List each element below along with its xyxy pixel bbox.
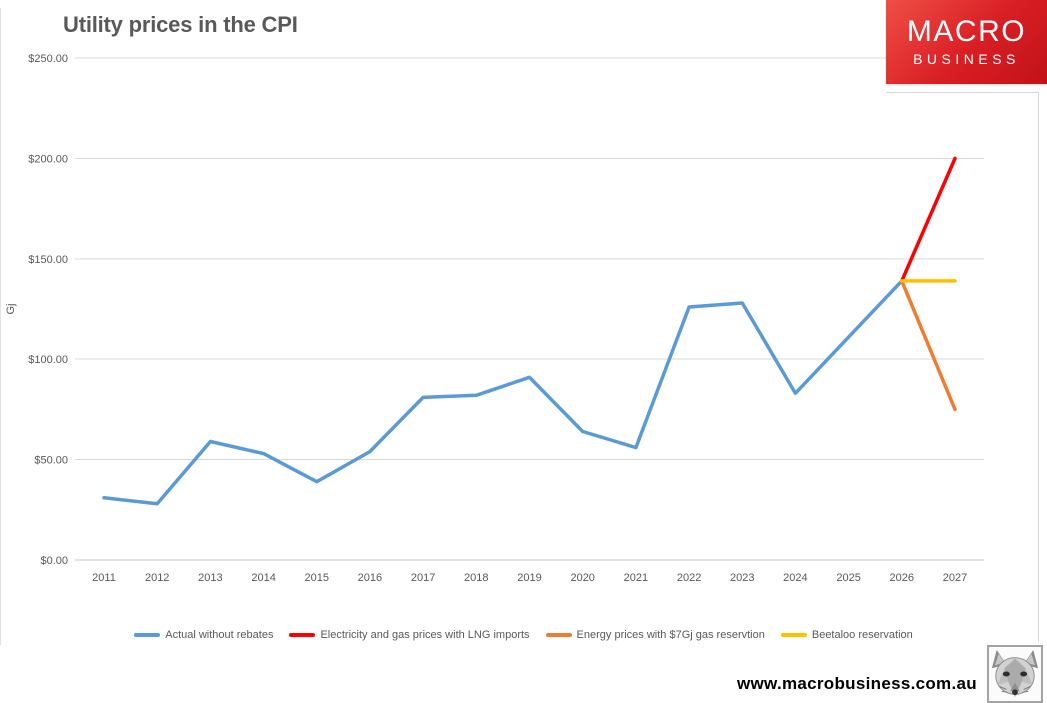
legend-label: Electricity and gas prices with LNG impo…	[320, 629, 530, 641]
chart-right-border	[1038, 92, 1039, 642]
legend-item-2: Electricity and gas prices with LNG impo…	[289, 629, 530, 641]
legend-item-4: Beetaloo reservation	[780, 629, 913, 641]
x-tick-label: 2014	[251, 572, 275, 584]
legend-swatch	[780, 633, 807, 637]
x-tick-label: 2023	[730, 572, 754, 584]
legend-swatch	[545, 633, 572, 637]
legend-item-1: Actual without rebates	[134, 629, 273, 641]
y-tick-label: $250.00	[28, 53, 68, 65]
chart-left-border	[0, 8, 1, 645]
x-tick-label: 2021	[624, 572, 648, 584]
website-url: www.macrobusiness.com.au	[737, 674, 977, 693]
x-tick-label: 2012	[145, 572, 169, 584]
logo-text-business: BUSINESS	[913, 51, 1020, 67]
legend-item-3: Energy prices with $7Gj gas reservtion	[545, 629, 765, 641]
x-tick-label: 2017	[411, 572, 435, 584]
x-tick-label: 2018	[464, 572, 488, 584]
x-tick-label: 2013	[198, 572, 222, 584]
chart-title: Utility prices in the CPI	[63, 12, 298, 37]
fox-icon	[991, 649, 1039, 698]
x-tick-label: 2015	[305, 572, 329, 584]
legend-label: Energy prices with $7Gj gas reservtion	[576, 629, 765, 641]
y-tick-label: $200.00	[28, 153, 68, 165]
legend-label: Actual without rebates	[165, 629, 274, 641]
y-tick-label: $0.00	[40, 555, 68, 567]
y-tick-label: $50.00	[34, 455, 68, 467]
x-tick-label: 2025	[836, 572, 860, 584]
y-tick-label: $150.00	[28, 254, 68, 266]
legend-label: Beetaloo reservation	[811, 629, 913, 641]
legend-swatch	[134, 633, 161, 637]
series-line-1	[102, 279, 904, 506]
logo-bottom-border	[886, 92, 1038, 93]
series-line-2	[900, 156, 957, 283]
legend-swatch	[289, 633, 316, 637]
x-tick-label: 2022	[677, 572, 701, 584]
series-line-3	[900, 279, 957, 412]
x-tick-label: 2024	[783, 572, 807, 584]
x-tick-label: 2019	[517, 572, 541, 584]
fox-logo	[987, 645, 1043, 703]
y-axis-title: Gj	[5, 304, 17, 315]
x-tick-label: 2020	[570, 572, 594, 584]
macrobusiness-logo: MACRO BUSINESS	[886, 0, 1047, 84]
x-tick-label: 2026	[890, 572, 914, 584]
logo-text-macro: MACRO	[906, 15, 1027, 48]
chart-legend: Actual without rebates Electricity and ga…	[0, 629, 1047, 641]
x-tick-label: 2016	[358, 572, 382, 584]
y-tick-label: $100.00	[28, 354, 68, 366]
x-tick-label: 2011	[92, 572, 116, 584]
x-tick-label: 2027	[943, 572, 967, 584]
